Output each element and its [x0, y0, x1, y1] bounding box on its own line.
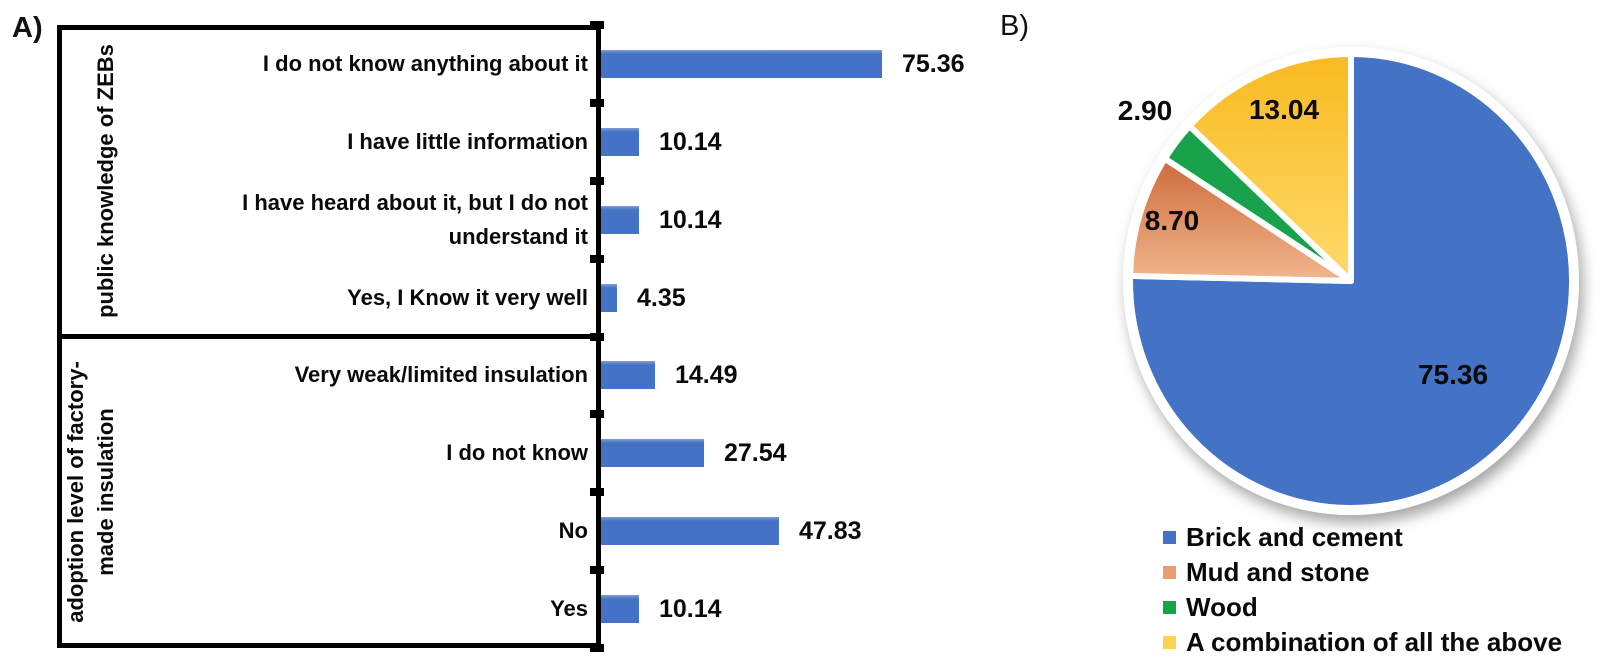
axis-tick — [590, 410, 604, 419]
legend-item: Mud and stone — [1163, 555, 1562, 590]
group-label-knowledge: public knowledge of ZEBs — [89, 25, 123, 337]
group-divider-line — [57, 334, 601, 339]
legend-item: Brick and cement — [1163, 520, 1562, 555]
axis-tick — [590, 332, 604, 341]
category-label-line: I have heard about it, but I do not — [242, 189, 588, 215]
category-label: Yes, I Know it very well — [125, 259, 588, 337]
category-label-line: I do not know anything about it — [262, 50, 588, 76]
bar — [601, 361, 655, 390]
group-label-adoption-line1: adoption level of factory- — [63, 361, 88, 624]
category-label-line: Yes, I Know it very well — [347, 284, 588, 310]
pie-slice-4 — [1186, 51, 1354, 284]
legend-label: Brick and cement — [1186, 522, 1403, 552]
group-label-knowledge-line: public knowledge of ZEBs — [93, 43, 118, 318]
axis-tick — [590, 98, 604, 107]
pie-svg — [1123, 47, 1579, 515]
legend-swatch — [1163, 566, 1176, 579]
category-label: Very weak/limited insulation — [125, 337, 588, 415]
bar-value-label: 10.14 — [659, 595, 722, 624]
pie-value-label: 8.70 — [1144, 205, 1200, 236]
category-label-line: Yes — [550, 596, 588, 622]
axis-tick — [590, 488, 604, 497]
category-label: I do not know anything about it — [125, 25, 588, 103]
bar-value-label: 75.36 — [902, 49, 965, 78]
legend-swatch — [1163, 636, 1176, 649]
category-label: No — [125, 492, 588, 570]
pie-legend: Brick and cement Mud and stone Wood A combi… — [1163, 520, 1562, 660]
axis-tick — [590, 176, 604, 185]
category-label: I have little information — [125, 103, 588, 181]
bar-value-label: 10.14 — [659, 127, 722, 156]
axis-tick — [590, 566, 604, 575]
axis-tick — [590, 254, 604, 263]
pie-chart — [1080, 30, 1600, 530]
bar-value-label: 47.83 — [799, 517, 862, 546]
legend-swatch — [1163, 531, 1176, 544]
bar — [601, 49, 882, 78]
pie-slice-2 — [1127, 155, 1354, 284]
category-label-line: I have little information — [347, 128, 588, 154]
category-label: I do not know — [125, 414, 588, 492]
bar — [601, 205, 639, 234]
pie-value-label: 2.90 — [1117, 95, 1173, 126]
category-label-line: No — [558, 518, 588, 544]
category-label-line: I do not know — [446, 440, 588, 466]
bar-chart: public knowledge of ZEBs adoption level … — [57, 21, 965, 652]
bar — [601, 127, 639, 156]
bar — [601, 439, 704, 468]
panel-a-letter: A) — [12, 12, 43, 44]
axis-tick — [590, 644, 604, 652]
category-label: I have heard about it, but I do not under… — [125, 181, 588, 259]
legend-swatch — [1163, 601, 1176, 614]
legend-item: Wood — [1163, 590, 1562, 625]
bar-value-label: 10.14 — [659, 205, 722, 234]
axis-tick — [590, 21, 604, 29]
category-label: Yes — [125, 570, 588, 648]
category-label-line: Very weak/limited insulation — [294, 362, 588, 388]
category-label-line: understand it — [448, 223, 588, 249]
bar-value-label: 27.54 — [724, 439, 787, 468]
bar — [601, 517, 779, 546]
pie-value-label: 75.36 — [1417, 359, 1489, 390]
legend-label: A combination of all the above — [1186, 627, 1563, 657]
legend-item: A combination of all the above — [1163, 625, 1562, 660]
bar-value-label: 14.49 — [675, 361, 738, 390]
group-label-adoption-line2: made insulation — [93, 408, 118, 576]
group-label-adoption: adoption level of factory- made insulati… — [60, 337, 122, 649]
bar-value-label: 4.35 — [637, 283, 686, 312]
bar — [601, 283, 617, 312]
pie-value-label: 13.04 — [1248, 94, 1320, 125]
legend-label: Wood — [1186, 592, 1258, 622]
bar — [601, 595, 639, 624]
legend-label: Mud and stone — [1186, 557, 1370, 587]
panel-b-letter: B) — [1000, 10, 1029, 42]
